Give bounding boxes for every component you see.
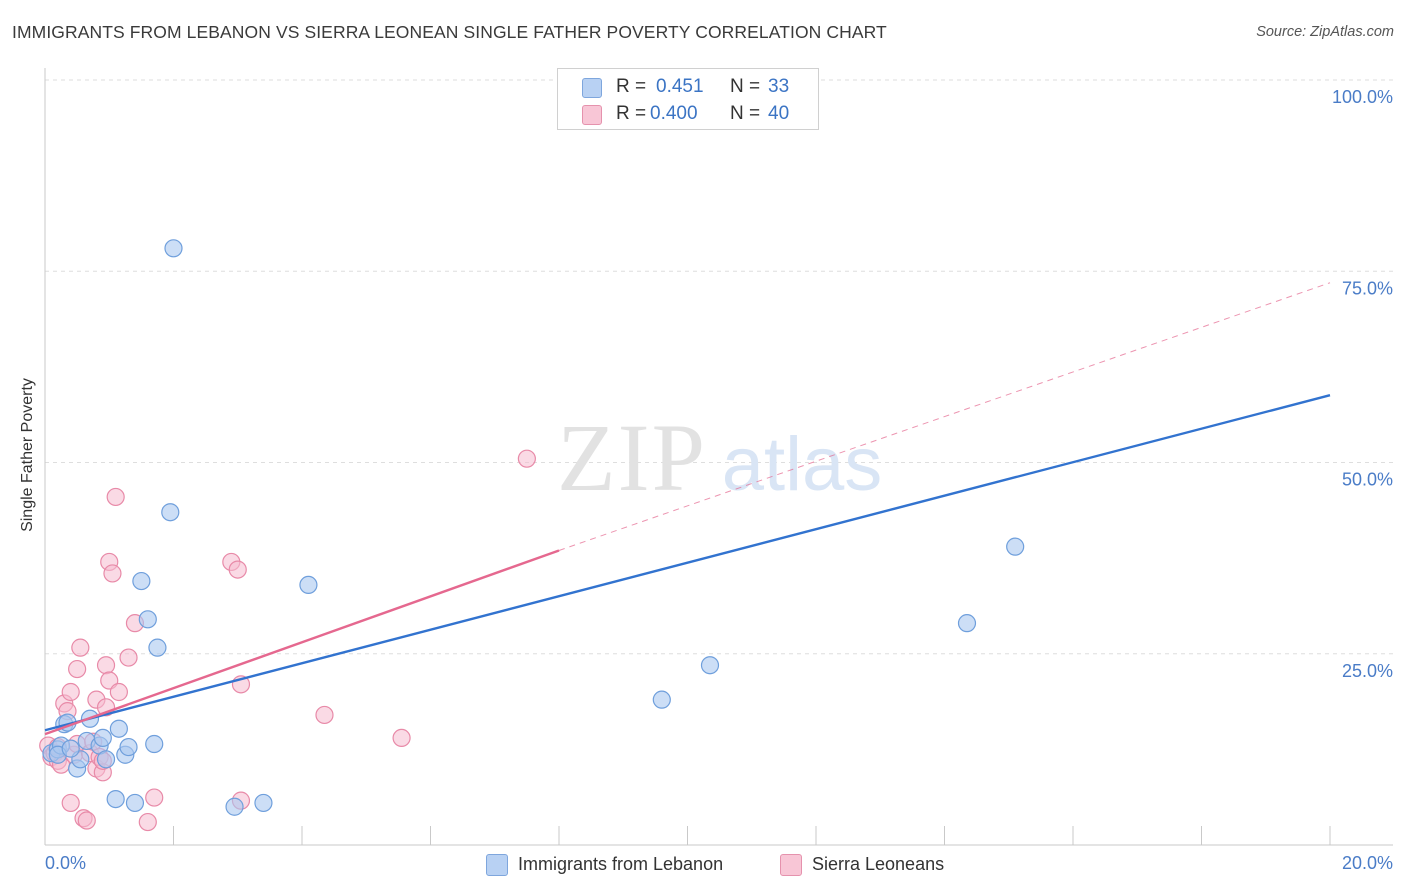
lebanon-point [96,750,116,769]
chart-title: IMMIGRANTS FROM LEBANON VS SIERRA LEONEA… [12,22,887,42]
lebanon-point [161,503,180,522]
sierra-leoneans-trend-line [44,549,560,736]
sierra-leoneans-point [103,564,122,583]
sierra-leoneans-point [61,793,80,813]
sierra-leoneans-point [145,788,164,807]
sierra-leoneans-points [39,449,536,832]
legend-n-value: 33 [768,76,790,97]
sierra-leoneans-point [71,638,90,657]
legend-n-label: N = [730,76,761,97]
lebanon-point [93,728,112,748]
legend-swatch-blue [582,78,602,98]
sierra-leoneans-point [119,648,138,667]
sierra-leoneans-point [517,449,536,468]
source-label: Source: ZipAtlas.com [1256,24,1394,40]
lebanon-point [1006,537,1025,556]
sierra-leoneans-point [392,728,411,748]
x-tick-label-min: 0.0% [45,853,86,873]
legend-r-label: R = [616,76,647,97]
axes [44,68,1393,846]
legend-r-label: R = [616,103,647,124]
grid-lines [45,79,1393,655]
sierra-leoneans-point [138,812,157,832]
lebanon-point [652,690,671,709]
sierra-leoneans-point [68,659,87,679]
sierra-leoneans-trend-extension [558,282,1331,551]
x-tick-label-max: 20.0% [1342,853,1393,873]
legend-n-label: N = [730,103,761,124]
y-tick-label: 50.0% [1342,470,1393,490]
lebanon-point [119,737,138,757]
lebanon-point [164,239,183,258]
lebanon-point [700,656,720,675]
sierra-leoneans-point [61,682,80,702]
lebanon-point [299,575,318,595]
sierra-leoneans-point [77,811,96,830]
y-axis-label: Single Father Poverty [19,378,36,532]
lebanon-point [145,734,164,754]
watermark-zip: ZIP [557,404,707,511]
lebanon-points [42,90,1025,816]
legend-n-value: 40 [768,103,790,124]
bottom-legend-swatch-blue [486,854,508,876]
lebanon-point [106,789,125,809]
legend-r-value: 0.400 [650,103,698,124]
sierra-leoneans-point [315,705,334,725]
lebanon-point [132,571,151,591]
bottom-legend-swatch-pink [780,854,802,876]
lebanon-trend-line [44,394,1331,732]
lebanon-point [138,610,157,629]
y-tick-label: 100.0% [1332,87,1393,107]
trend-lines [44,282,1331,736]
y-tick-label: 75.0% [1342,278,1393,298]
sierra-leoneans-point [228,560,247,579]
lebanon-point [957,614,977,633]
watermark-atlas: atlas [722,422,883,507]
lebanon-point [125,793,145,813]
lebanon-point [148,638,167,657]
sierra-leoneans-point [106,487,125,507]
legend-swatch-pink [582,105,602,125]
correlation-legend: R = 0.451 N = 33 R = 0.400 N = 40 [557,68,819,130]
lebanon-point [225,797,244,816]
bottom-legend-label: Immigrants from Lebanon [518,854,724,874]
tick-labels: 25.0% 50.0% 75.0% 100.0% 0.0% 20.0% [45,87,1393,873]
bottom-legend-label: Sierra Leoneans [812,854,945,874]
watermark: ZIP atlas [557,404,882,511]
lebanon-point [254,793,273,813]
y-tick-label: 25.0% [1342,661,1393,681]
lebanon-point [61,739,80,758]
sierra-leoneans-point [109,682,128,702]
legend-r-value: 0.451 [656,76,704,97]
lebanon-point [109,719,128,738]
sierra-leoneans-point [96,656,116,675]
